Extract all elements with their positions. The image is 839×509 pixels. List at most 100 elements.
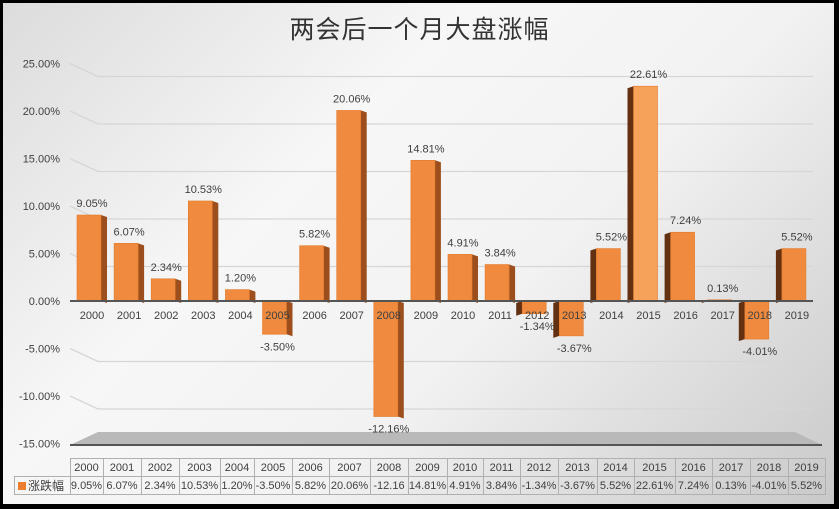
data-label: -4.01% xyxy=(742,346,777,358)
gridline xyxy=(69,157,813,173)
x-tick-label: 2002 xyxy=(154,310,178,322)
data-label: 3.84% xyxy=(484,248,515,260)
data-label: 6.07% xyxy=(113,226,144,238)
table-value-cell: 7.24% xyxy=(674,476,713,495)
table-value-cell: 4.91% xyxy=(446,476,484,495)
y-tick-label: 10.00% xyxy=(23,201,61,213)
table-header-cell: 2009 xyxy=(407,458,448,477)
y-tick-label: 5.00% xyxy=(29,249,60,261)
x-tick-label: 2014 xyxy=(599,310,623,322)
x-axis-labels: 2000 2001 2002 2003 2004 2005 2006 2007 2008 2009… xyxy=(80,310,809,322)
bar-2000 xyxy=(76,214,107,303)
bar-2015 xyxy=(627,85,658,303)
data-label: 14.81% xyxy=(407,143,445,155)
table-value-cell: 5.52% xyxy=(596,476,635,495)
table-value-cell: 5.52% xyxy=(787,476,826,495)
data-label: 9.05% xyxy=(76,198,107,210)
gridlines xyxy=(69,62,813,410)
x-tick-label: 2009 xyxy=(414,310,438,322)
bar-2019 xyxy=(775,248,807,303)
x-tick-label: 2012 xyxy=(525,310,549,322)
table-value-cell: 0.13% xyxy=(711,476,751,495)
table-value-cell: 3.84% xyxy=(482,476,521,495)
table-header-cell: 2008 xyxy=(369,458,409,477)
bar-2018 xyxy=(738,300,770,342)
data-label: 5.82% xyxy=(299,229,330,241)
data-label: 4.91% xyxy=(447,237,478,249)
x-tick-label: 2008 xyxy=(377,310,401,322)
x-tick-label: 2000 xyxy=(80,310,104,322)
data-label: -12.16% xyxy=(368,424,409,436)
bar-2013 xyxy=(553,300,584,338)
table-header-cell: 2004 xyxy=(219,458,255,477)
table-header-cell: 2010 xyxy=(446,458,484,477)
table-header-cell: 2001 xyxy=(102,458,142,477)
table-header-cell: 2015 xyxy=(633,458,676,477)
floor xyxy=(70,432,822,445)
y-tick-label: 0.00% xyxy=(29,296,60,308)
table-header-cell: 2003 xyxy=(178,458,221,477)
x-tick-label: 2006 xyxy=(302,310,326,322)
y-tick-label: 20.00% xyxy=(23,106,61,118)
data-label: 2.34% xyxy=(151,262,182,274)
table-value-cell: 9.05% xyxy=(69,476,104,495)
table-header-cell: 2017 xyxy=(711,458,751,477)
data-label: 10.53% xyxy=(185,184,223,196)
table-header-cell: 2013 xyxy=(557,458,598,477)
bar-2003 xyxy=(188,200,219,303)
chart-title: 两会后一个月大盘涨幅 xyxy=(289,15,550,44)
table-value-cell: -3.50% xyxy=(253,476,293,495)
y-tick-label: 25.00% xyxy=(23,59,61,71)
table-header-cell: 2019 xyxy=(787,458,826,477)
x-tick-label: 2004 xyxy=(228,310,252,322)
bar-2007 xyxy=(336,110,367,304)
data-label: -3.50% xyxy=(260,341,295,353)
x-tick-label: 2010 xyxy=(451,310,475,322)
bars xyxy=(76,85,807,419)
data-label: 5.52% xyxy=(596,232,627,244)
table-value-cell: -1.34% xyxy=(519,476,559,495)
x-tick-label: 2007 xyxy=(339,310,363,322)
x-tick-label: 2011 xyxy=(488,310,512,322)
data-label: 5.52% xyxy=(781,232,812,244)
gridline xyxy=(69,395,813,410)
bar-2016 xyxy=(664,231,695,303)
gridline xyxy=(69,62,813,78)
data-label: 0.13% xyxy=(707,283,738,295)
x-tick-label: 2001 xyxy=(117,310,141,322)
table-header-cell: 2000 xyxy=(69,458,104,477)
y-axis-ticks: 25.00% 20.00% 15.00% 10.00% 5.00% 0.00% -5.00%… xyxy=(19,59,60,451)
table-header-cell: 2005 xyxy=(253,458,293,477)
y-tick-label: -10.00% xyxy=(19,391,60,403)
table-header-cell: 2007 xyxy=(328,458,371,477)
table-value-cell: 5.82% xyxy=(291,476,330,495)
table-value-cell: -4.01% xyxy=(749,476,789,495)
y-tick-label: 15.00% xyxy=(23,154,61,166)
table-header-cell: 2002 xyxy=(140,458,180,477)
x-tick-label: 2017 xyxy=(710,310,734,322)
gridline xyxy=(69,205,813,220)
bar-2001 xyxy=(113,243,145,303)
bar-2009 xyxy=(410,160,441,303)
gridline xyxy=(69,347,813,363)
bar-2005 xyxy=(262,300,293,337)
table-header-cell: 2006 xyxy=(291,458,330,477)
table-value-cell: 10.53% xyxy=(178,476,221,495)
data-label: 22.61% xyxy=(630,69,668,81)
data-table: 2000 2001 2002 2003 2004 2005 2006 2007 2008 2009… xyxy=(14,458,826,495)
data-label: 1.20% xyxy=(225,273,256,285)
x-tick-label: 2019 xyxy=(785,310,809,322)
x-tick-label: 2015 xyxy=(636,310,660,322)
table-header-cell: 2011 xyxy=(482,458,521,477)
x-tick-label: 2005 xyxy=(265,310,289,322)
table-value-cell: 20.06% xyxy=(328,476,371,495)
table-value-cell: 6.07% xyxy=(102,476,142,495)
table-value-cell: 22.61% xyxy=(633,476,676,495)
data-labels: 9.05% 6.07% 2.34% 10.53% 1.20% -3.50% 5.82% 20.… xyxy=(76,69,812,435)
table-header-cell: 2012 xyxy=(519,458,559,477)
table-header-cell: 2018 xyxy=(749,458,789,477)
table-value-cell: 14.81% xyxy=(407,476,448,495)
table-value-cell: 1.20% xyxy=(219,476,255,495)
table-value-cell: 2.34% xyxy=(140,476,180,495)
bar-2002 xyxy=(150,278,182,303)
